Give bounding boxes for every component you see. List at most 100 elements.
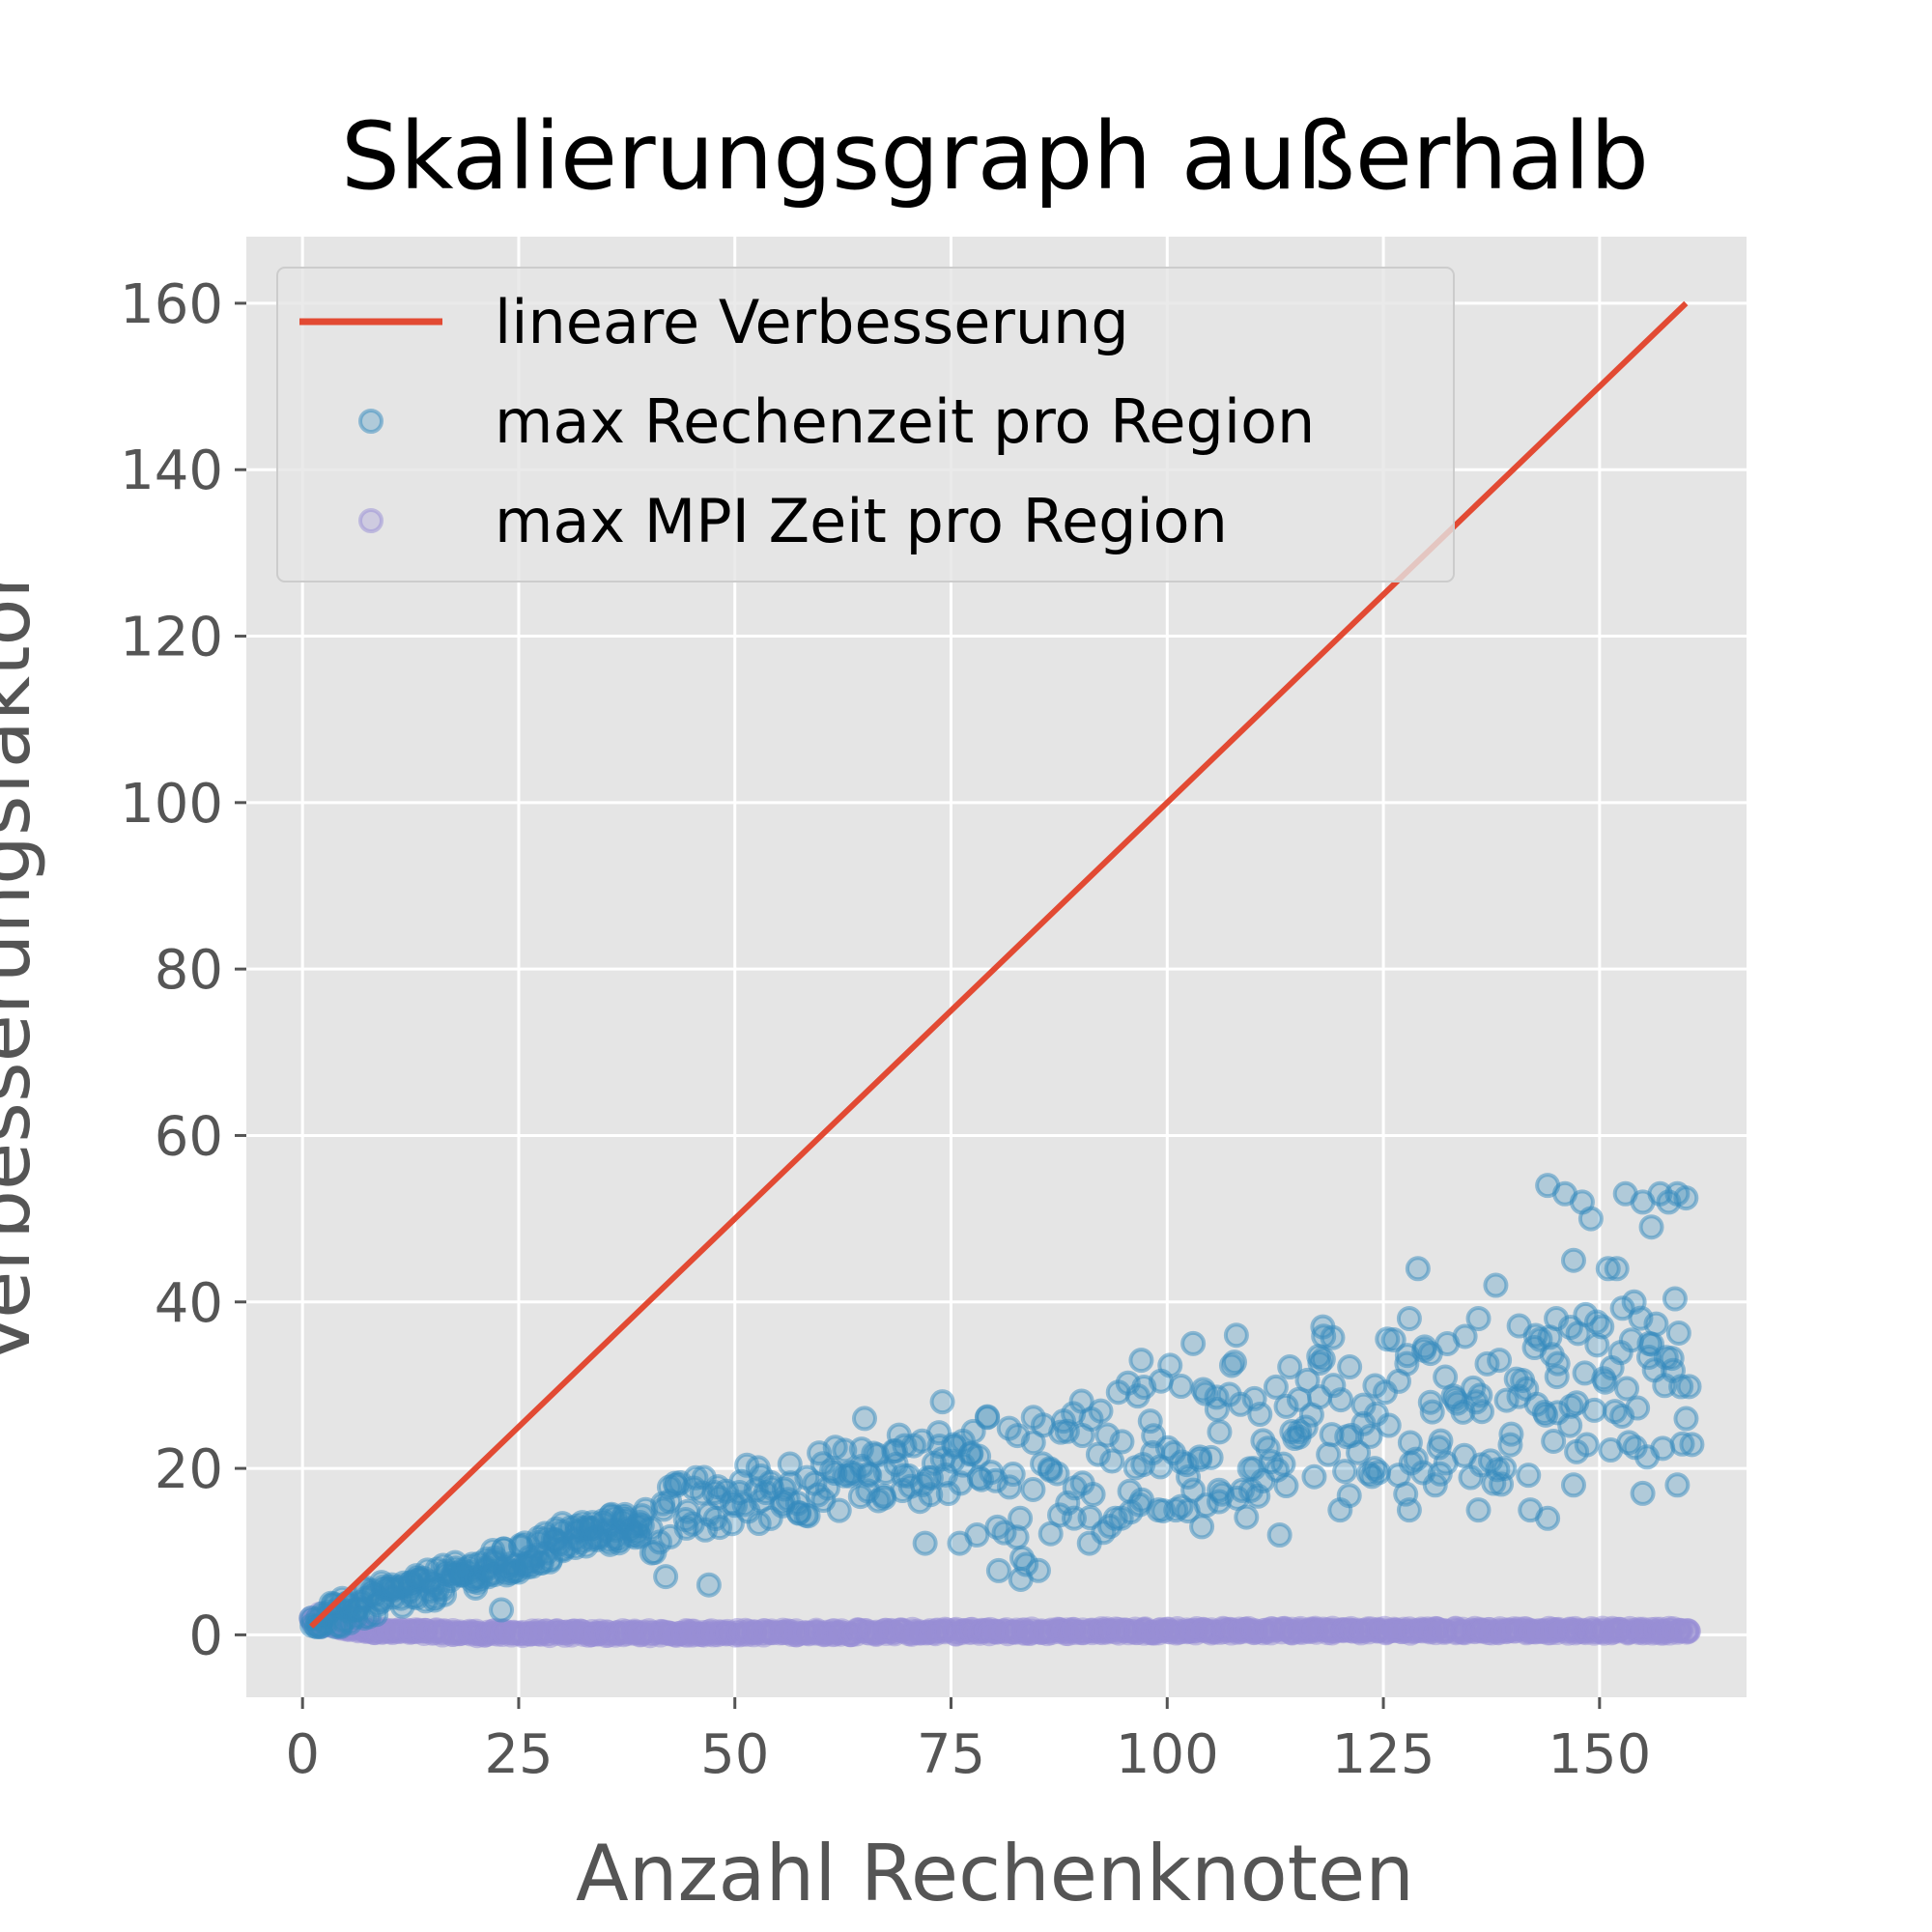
rechenzeit-point xyxy=(826,1497,852,1523)
rechenzeit-point xyxy=(1346,1439,1372,1465)
rechenzeit-point xyxy=(696,1572,722,1598)
y-axis-label: Verbesserungsfaktor xyxy=(0,567,47,1366)
rechenzeit-point xyxy=(1176,1463,1202,1490)
rechenzeit-point xyxy=(1668,1374,1694,1400)
y-tick-label: 0 xyxy=(188,1605,223,1667)
rechenzeit-point xyxy=(1630,1480,1656,1506)
rechenzeit-point xyxy=(1516,1463,1542,1489)
rechenzeit-point xyxy=(1638,1214,1664,1240)
rechenzeit-point xyxy=(1396,1497,1422,1523)
x-axis-label: Anzahl Rechenknoten xyxy=(576,1829,1414,1918)
rechenzeit-point xyxy=(1544,1306,1570,1331)
rechenzeit-point xyxy=(1397,1430,1423,1456)
rechenzeit-point xyxy=(1535,1505,1561,1531)
rechenzeit-point xyxy=(1357,1423,1383,1449)
x-tick-label: 25 xyxy=(484,1723,553,1786)
rechenzeit-point xyxy=(1316,1441,1342,1467)
rechenzeit-point xyxy=(1665,1320,1691,1346)
rechenzeit-point xyxy=(1157,1352,1183,1378)
rechenzeit-point xyxy=(1544,1364,1570,1390)
rechenzeit-point xyxy=(1643,1311,1669,1337)
rechenzeit-point xyxy=(1189,1514,1215,1540)
rechenzeit-point xyxy=(974,1405,1000,1431)
rechenzeit-point xyxy=(1020,1476,1046,1502)
y-tick-label: 160 xyxy=(120,273,223,336)
rechenzeit-point xyxy=(489,1597,515,1623)
rechenzeit-point xyxy=(1301,1463,1327,1490)
rechenzeit-point xyxy=(1109,1429,1135,1455)
rechenzeit-point xyxy=(1659,1346,1685,1372)
legend-mpi-marker xyxy=(358,508,384,533)
rechenzeit-point xyxy=(653,1564,679,1590)
rechenzeit-point xyxy=(1099,1448,1125,1474)
rechenzeit-point xyxy=(1088,1398,1114,1424)
rechenzeit-point xyxy=(777,1451,803,1477)
rechenzeit-point xyxy=(1234,1504,1260,1530)
rechenzeit-point xyxy=(1180,1330,1207,1356)
axis-ticks: 0 25 50 75 100 125 150 0 20 40 60 80 100 120 140 160 xyxy=(120,273,1651,1786)
rechenzeit-point xyxy=(1604,1256,1630,1282)
rechenzeit-point xyxy=(1405,1256,1431,1282)
rechenzeit-point xyxy=(1218,1352,1244,1378)
rechenzeit-point xyxy=(1270,1451,1296,1477)
rechenzeit-point xyxy=(1277,1354,1303,1380)
rechenzeit-point xyxy=(1146,1497,1172,1523)
x-tick-label: 125 xyxy=(1332,1723,1435,1786)
rechenzeit-point xyxy=(1560,1472,1586,1498)
rechenzeit-point xyxy=(1557,1412,1583,1438)
rechenzeit-point xyxy=(1332,1459,1358,1485)
rechenzeit-point xyxy=(1625,1395,1651,1421)
rechenzeit-point xyxy=(793,1502,819,1528)
rechenzeit-point xyxy=(1581,1397,1607,1423)
rechenzeit-point xyxy=(1293,1414,1319,1440)
x-tick-label: 150 xyxy=(1548,1723,1651,1786)
rechenzeit-point xyxy=(1310,1347,1336,1373)
data-series xyxy=(298,300,1705,1649)
rechenzeit-point xyxy=(1000,1462,1026,1488)
rechenzeit-point xyxy=(1337,1354,1363,1380)
rechenzeit-point xyxy=(1168,1374,1194,1400)
rechenzeit-point xyxy=(1294,1367,1321,1393)
mpi-point xyxy=(1674,1618,1700,1644)
legend-label-rechenzeit: max Rechenzeit pro Region xyxy=(495,386,1315,457)
y-tick-label: 80 xyxy=(155,939,223,1002)
rechenzeit-point xyxy=(1085,1441,1111,1467)
rechenzeit-point xyxy=(1250,1428,1276,1454)
rechenzeit-point xyxy=(1574,1432,1600,1458)
rechenzeit-point xyxy=(1206,1489,1232,1515)
rechenzeit-point xyxy=(1465,1497,1492,1523)
rechenzeit-point xyxy=(1008,1505,1034,1531)
rechenzeit-point xyxy=(1560,1247,1586,1273)
legend-rechenzeit-marker xyxy=(358,409,384,434)
rechenzeit-point xyxy=(1044,1461,1070,1487)
rechenzeit-point xyxy=(851,1406,877,1432)
legend-label-linear: lineare Verbesserung xyxy=(495,287,1129,357)
rechenzeit-point xyxy=(1396,1306,1422,1331)
rechenzeit-point xyxy=(1327,1497,1353,1523)
rechenzeit-point xyxy=(1273,1393,1299,1419)
rechenzeit-point xyxy=(1673,1406,1699,1432)
rechenzeit-point xyxy=(964,1522,990,1548)
rechenzeit-point xyxy=(985,1557,1011,1583)
rechenzeit-point xyxy=(1662,1286,1688,1312)
rechenzeit-point xyxy=(1419,1399,1445,1425)
chart-title: Skalierungsgraph außerhalb xyxy=(341,102,1649,211)
rechenzeit-point xyxy=(1621,1289,1647,1315)
y-tick-label: 140 xyxy=(120,440,223,502)
rechenzeit-point xyxy=(1422,1472,1448,1498)
rechenzeit-point xyxy=(1664,1472,1690,1498)
rechenzeit-point xyxy=(1310,1314,1336,1340)
rechenzeit-point xyxy=(1487,1348,1513,1374)
rechenzeit-point xyxy=(1498,1421,1524,1447)
rechenzeit-point xyxy=(886,1422,912,1448)
y-tick-label: 100 xyxy=(120,773,223,836)
rechenzeit-point xyxy=(1577,1206,1604,1232)
x-tick-label: 100 xyxy=(1116,1723,1219,1786)
rechenzeit-point xyxy=(1240,1456,1266,1482)
rechenzeit-point xyxy=(1541,1428,1567,1454)
rechenzeit-point xyxy=(929,1389,955,1415)
rechenzeit-point xyxy=(1009,1545,1035,1571)
rechenzeit-point xyxy=(1510,1367,1536,1393)
rechenzeit-point xyxy=(1614,1376,1640,1402)
rechenzeit-point xyxy=(1263,1374,1289,1400)
